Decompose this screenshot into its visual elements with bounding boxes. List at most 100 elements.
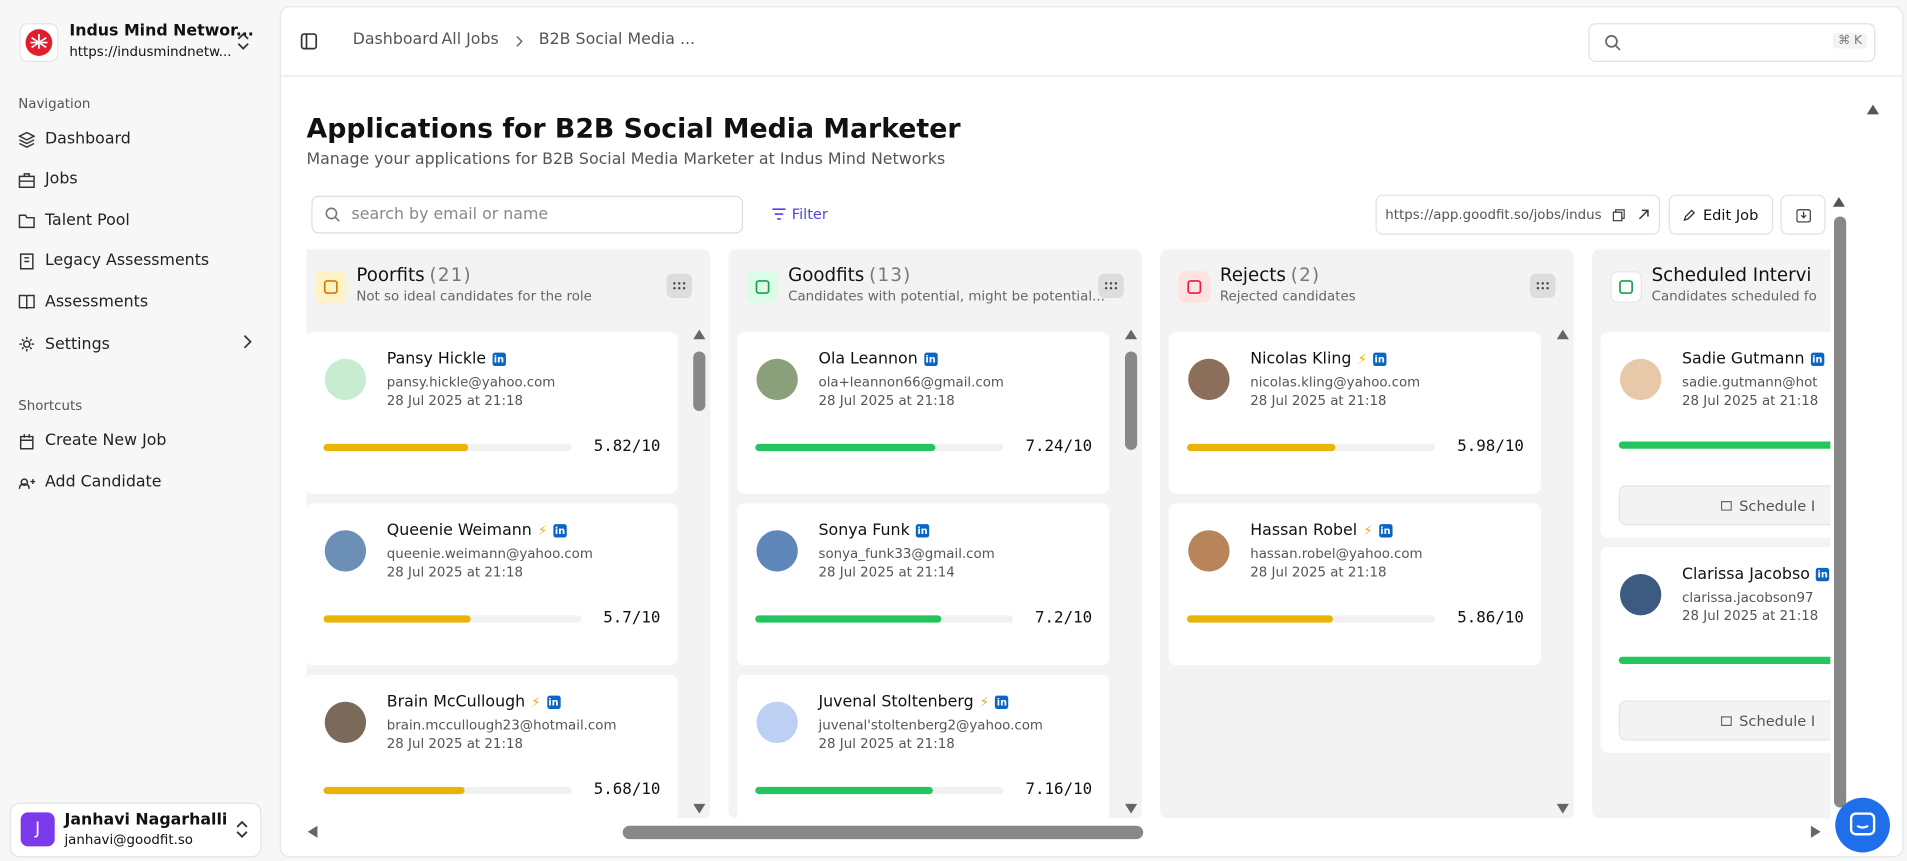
board-vscroll-thumb[interactable] [1834,216,1847,808]
score-track [1187,443,1436,451]
candidate-card[interactable]: Ola Leannon in ola+leannon66@gmail.com 28 J… [737,331,1110,494]
column-menu[interactable] [1529,273,1556,298]
candidate-card[interactable]: Queenie Weimann ⚡ in queenie.weimann@yahoo.… [306,503,678,666]
score-row: 7.24/10 [755,438,1092,456]
candidate-card[interactable]: Sadie Gutmann in sadie.gutmann@hot 28 Jul 2… [1600,331,1831,538]
user-menu[interactable]: J Janhavi Nagarhalli janhavi@goodfit.so [9,802,262,858]
column-scroll-thumb[interactable] [1124,351,1138,450]
candidate-email: queenie.weimann@yahoo.com [386,546,593,562]
scroll-up[interactable] [1866,104,1880,115]
linkedin-icon[interactable]: in [923,352,938,367]
candidate-card[interactable]: Pansy Hickle in pansy.hickle@yahoo.com 28 J… [306,331,678,494]
candidate-name: Queenie Weimann ⚡ in [387,522,567,540]
linkedin-icon[interactable]: in [492,352,506,367]
schedule-button[interactable]: Schedule I [1618,700,1831,741]
linkedin-icon[interactable]: in [915,524,930,538]
linkedin-icon[interactable]: in [995,695,1009,709]
linkedin-icon[interactable]: in [1815,567,1830,582]
linkedin-icon[interactable]: in [1810,352,1824,367]
column-scroll-thumb[interactable] [693,351,706,412]
kanban-column: Goodfits (13) Candidates with potential, m… [728,249,1143,819]
linkedin-icon[interactable]: in [553,524,567,538]
candidate-card[interactable]: Clarissa Jacobso in clarissa.jacobson97 28 … [1600,547,1831,753]
edit-job-button[interactable]: Edit Job [1668,194,1774,235]
org-switch[interactable] [235,32,252,51]
filter-button[interactable]: Filter [772,206,828,223]
shortcut-item[interactable]: Add Candidate [18,472,161,491]
sidebar-toggle[interactable] [300,33,318,50]
candidate-card[interactable]: Juvenal Stoltenberg ⚡ in juvenal'stoltenber… [737,674,1110,819]
scroll-left[interactable] [307,825,318,838]
chat-launcher[interactable] [1835,797,1890,853]
candidate-name-text: Clarissa Jacobso [1682,565,1810,584]
breadcrumb-item[interactable]: Dashboard [352,30,439,49]
export-button[interactable] [1780,194,1826,235]
column-subtitle: Not so ideal candidates for the role [356,288,592,305]
candidate-name: Sadie Gutmann in [1682,350,1824,368]
scroll-right[interactable] [1810,825,1821,838]
column-scroll-up[interactable] [1124,329,1138,340]
score-track [755,443,1004,451]
score-label: 7.24/10 [1025,437,1093,457]
column-subtitle: Rejected candidates [1219,288,1356,305]
fast-track-icon: ⚡ [531,694,541,711]
candidate-card[interactable]: Nicolas Kling ⚡ in nicolas.kling@yahoo.com 2… [1168,331,1541,494]
column-count: (21) [429,263,472,286]
shortcut-item[interactable]: Create New Job [18,432,166,450]
schedule-button[interactable]: Schedule I [1618,485,1831,526]
score-track [323,614,582,623]
column-title: Goodfits (13) [788,264,911,286]
column-scroll-down[interactable] [1124,803,1138,814]
org-name[interactable]: Indus Mind Networ... [69,21,254,41]
candidate-name-text: Nicolas Kling [1250,350,1352,369]
column-name: Rejects [1219,263,1286,286]
score-label: 7.16/10 [1025,780,1093,799]
candidate-name: Clarissa Jacobso in [1682,565,1830,584]
column-name: Goodfits [788,263,865,286]
column-menu[interactable] [666,273,693,298]
nav-item[interactable]: Dashboard [18,130,255,148]
score-bar [1187,443,1336,451]
global-search[interactable]: ⌘ K [1588,23,1876,63]
nav-item[interactable]: Settings [18,333,255,355]
candidate-name: Pansy Hickle in [387,350,506,368]
candidate-email: juvenal'stoltenberg2@yahoo.com [818,717,1043,734]
candidate-search[interactable]: search by email or name [311,195,744,234]
column-scroll-up[interactable] [693,329,706,340]
candidate-date: 28 Jul 2025 at 21:18 [1682,608,1819,624]
kanban-column: Scheduled Intervi Candidates scheduled fo… [1592,249,1831,819]
board-hscroll-thumb[interactable] [622,825,1144,840]
candidate-name: Juvenal Stoltenberg ⚡ in [819,693,1009,711]
linkedin-icon[interactable]: in [546,695,561,709]
column-scroll-up[interactable] [1556,329,1569,340]
score-bar [755,786,934,794]
open-url[interactable] [1638,209,1649,220]
nav-item[interactable]: Legacy Assessments [18,252,255,270]
nav-item[interactable]: Assessments [18,293,255,311]
score-row: 5.68/10 [323,780,661,799]
candidate-email: clarissa.jacobson97 [1682,589,1814,606]
column-scroll-down[interactable] [693,803,706,814]
candidate-name-text: Sonya Funk [818,521,910,540]
linkedin-icon[interactable]: in [1372,352,1387,367]
board-scroll-up[interactable] [1832,197,1845,207]
candidate-card[interactable]: Hassan Robel ⚡ in hassan.robel@yahoo.com 28 … [1168,503,1541,666]
page-subtitle: Manage your applications for B2B Social … [306,150,946,170]
candidate-card[interactable]: Brain McCullough ⚡ in brain.mccullough23@ho… [306,674,678,819]
score-label: 5.68/10 [593,780,661,799]
candidate-card[interactable]: Sonya Funk in sonya_funk33@gmail.com 28 Jul… [737,503,1110,666]
candidate-date: 28 Jul 2025 at 21:18 [386,392,523,409]
column-count: (13) [869,263,912,286]
candidate-avatar [756,701,798,744]
breadcrumb-item[interactable]: All Jobs [441,30,499,49]
linkedin-icon[interactable]: in [1378,524,1393,538]
column-count: (2) [1290,263,1321,286]
column-scroll-down[interactable] [1556,803,1569,814]
nav-item[interactable]: Talent Pool [18,211,255,230]
column-menu[interactable] [1098,273,1124,298]
candidate-date: 28 Jul 2025 at 21:18 [386,735,523,752]
candidate-date: 28 Jul 2025 at 21:18 [818,735,955,752]
column-name: Poorfits [356,263,425,286]
copy-url[interactable] [1612,208,1625,221]
nav-item[interactable]: Jobs [18,171,255,189]
